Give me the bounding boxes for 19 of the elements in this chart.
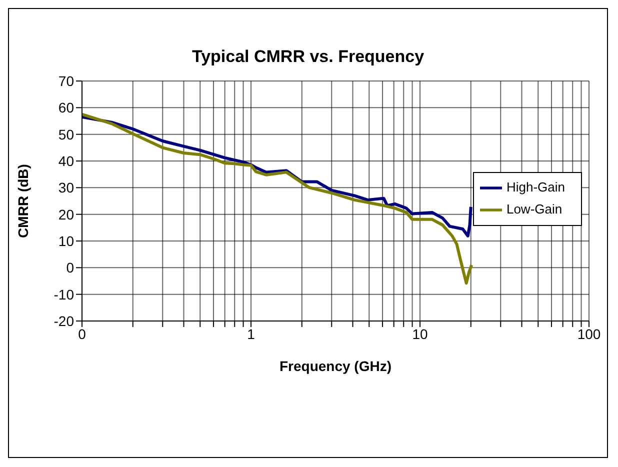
y-tick-label: 10 xyxy=(58,232,74,249)
y-tick-label: 20 xyxy=(58,206,74,222)
chart-title: Typical CMRR vs. Frequency xyxy=(190,46,426,67)
y-tick-label: -10 xyxy=(54,286,74,302)
y-tick-label: 40 xyxy=(58,152,74,169)
x-tick-label: 0 xyxy=(78,326,86,342)
legend-label: Low-Gain xyxy=(506,201,562,216)
legend-label: High-Gain xyxy=(506,179,565,194)
x-tick-label: 100 xyxy=(577,326,601,342)
x-axis-title: Frequency (GHz) xyxy=(279,358,392,374)
x-tick-label: 1 xyxy=(247,326,256,342)
y-tick-label: 30 xyxy=(58,180,74,196)
y-tick-label: -20 xyxy=(54,312,74,329)
y-tick-label: 70 xyxy=(58,72,74,89)
y-tick-label: 50 xyxy=(58,126,74,142)
x-tick-label: 10 xyxy=(412,326,428,342)
y-axis-title: CMRR (dB) xyxy=(14,164,31,238)
y-tick-label: 60 xyxy=(58,100,74,116)
y-tick-label: 0 xyxy=(66,260,74,276)
